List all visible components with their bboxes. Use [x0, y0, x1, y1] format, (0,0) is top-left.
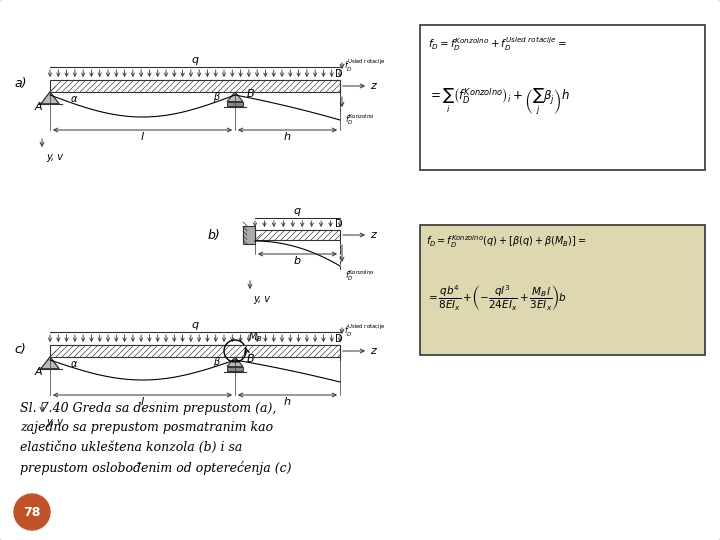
Polygon shape [227, 92, 243, 102]
Text: z: z [370, 346, 376, 356]
Text: y, v: y, v [46, 417, 63, 427]
Text: y, v: y, v [46, 152, 63, 162]
Text: $= \sum_i \left(f_D^\mathregular{Konzolno}\right)_i + \left(\sum_j \beta_j\right: $= \sum_i \left(f_D^\mathregular{Konzoln… [428, 87, 570, 117]
Text: $\beta$: $\beta$ [213, 355, 221, 369]
Text: z: z [370, 230, 376, 240]
Bar [227, 102, 243, 106]
Polygon shape [41, 357, 59, 369]
Text: $f_D^\mathregular{Usled\ rotacije}$: $f_D^\mathregular{Usled\ rotacije}$ [344, 58, 386, 74]
Polygon shape [227, 357, 243, 367]
Circle shape [14, 494, 50, 530]
Text: q: q [294, 206, 301, 216]
Text: $\alpha$: $\alpha$ [70, 359, 78, 369]
Text: $f_D^\mathregular{Usled\ rotacije}$: $f_D^\mathregular{Usled\ rotacije}$ [344, 323, 386, 339]
Polygon shape [41, 357, 59, 369]
Bar [50, 345, 340, 357]
Text: c): c) [14, 342, 26, 355]
Text: $f_D = f_D^\mathregular{Konzolno} + f_D^\mathregular{Usled\ rotacije} =$: $f_D = f_D^\mathregular{Konzolno} + f_D^… [428, 35, 567, 53]
Text: $\alpha$: $\alpha$ [70, 94, 78, 104]
Polygon shape [41, 92, 59, 104]
Bar [50, 80, 340, 92]
Text: B: B [247, 354, 255, 364]
Bar [420, 25, 705, 170]
Text: $f_D^\mathregular{Konzolno}$: $f_D^\mathregular{Konzolno}$ [345, 112, 374, 127]
Text: 78: 78 [23, 505, 41, 518]
Text: q: q [192, 320, 199, 330]
Bar [243, 226, 255, 244]
Text: y, v: y, v [253, 294, 270, 304]
Text: $M_B$: $M_B$ [248, 330, 263, 344]
Text: $f_D = f_D^\mathregular{Konzolno}(q)+[\beta(q)+\beta(M_B)]=$: $f_D = f_D^\mathregular{Konzolno}(q)+[\b… [426, 233, 586, 250]
Bar [420, 225, 705, 355]
Text: $f_D^\mathregular{Konzolno}$: $f_D^\mathregular{Konzolno}$ [345, 268, 374, 283]
Text: b: b [294, 256, 301, 266]
Text: l: l [141, 132, 144, 142]
Bar [255, 230, 340, 240]
Text: l: l [141, 397, 144, 407]
Text: D: D [336, 219, 343, 229]
Text: q: q [192, 55, 199, 65]
Text: D: D [336, 69, 343, 79]
Text: $\beta$: $\beta$ [213, 90, 221, 104]
Text: $= \dfrac{qb^4}{8EI_x}+\!\left(-\dfrac{ql^3}{24EI_x}+\dfrac{M_B l}{3EI_x}\right): $= \dfrac{qb^4}{8EI_x}+\!\left(-\dfrac{q… [426, 283, 566, 312]
Text: a): a) [14, 78, 27, 91]
Text: A: A [34, 367, 42, 377]
Bar [227, 367, 243, 370]
Text: Sl. 7.40 Greda sa desnim prepustom (a),
zajedno sa prepustom posmatranim kao
ela: Sl. 7.40 Greda sa desnim prepustom (a), … [20, 402, 292, 475]
Text: h: h [284, 397, 291, 407]
Text: h: h [284, 132, 291, 142]
Text: b): b) [207, 228, 220, 241]
Text: A: A [34, 102, 42, 112]
Text: D: D [336, 334, 343, 344]
Polygon shape [41, 92, 59, 104]
Text: z: z [370, 81, 376, 91]
Text: B: B [247, 89, 255, 99]
